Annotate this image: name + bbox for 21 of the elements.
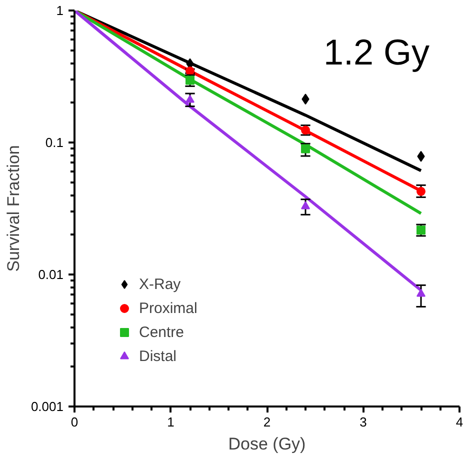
x-tick-label: 3: [360, 414, 367, 430]
text: 1.2 Gy: [323, 32, 430, 72]
x-axis-title: Dose (Gy): [228, 434, 306, 454]
y-tick-label: 0.001: [30, 399, 64, 414]
x-tick-label: 2: [263, 414, 271, 430]
legend-label: Proximal: [139, 300, 198, 316]
point: [301, 201, 310, 210]
x-tick-label: 1: [167, 414, 174, 430]
y-axis-title: Survival Fraction: [4, 145, 23, 272]
legend-label: Centre: [139, 324, 184, 340]
point: [301, 144, 310, 154]
x-tick-label: 0: [70, 414, 78, 430]
legend-label: Distal: [139, 348, 177, 364]
point: [416, 186, 426, 196]
legend-label: X-Ray: [139, 276, 181, 292]
x-tick-label: 4: [456, 414, 464, 430]
y-tick-label: 1: [56, 3, 64, 18]
y-tick-label: 0.01: [38, 267, 64, 282]
point: [416, 288, 426, 297]
point: [186, 94, 194, 103]
y-tick-label: 0.1: [45, 135, 64, 150]
